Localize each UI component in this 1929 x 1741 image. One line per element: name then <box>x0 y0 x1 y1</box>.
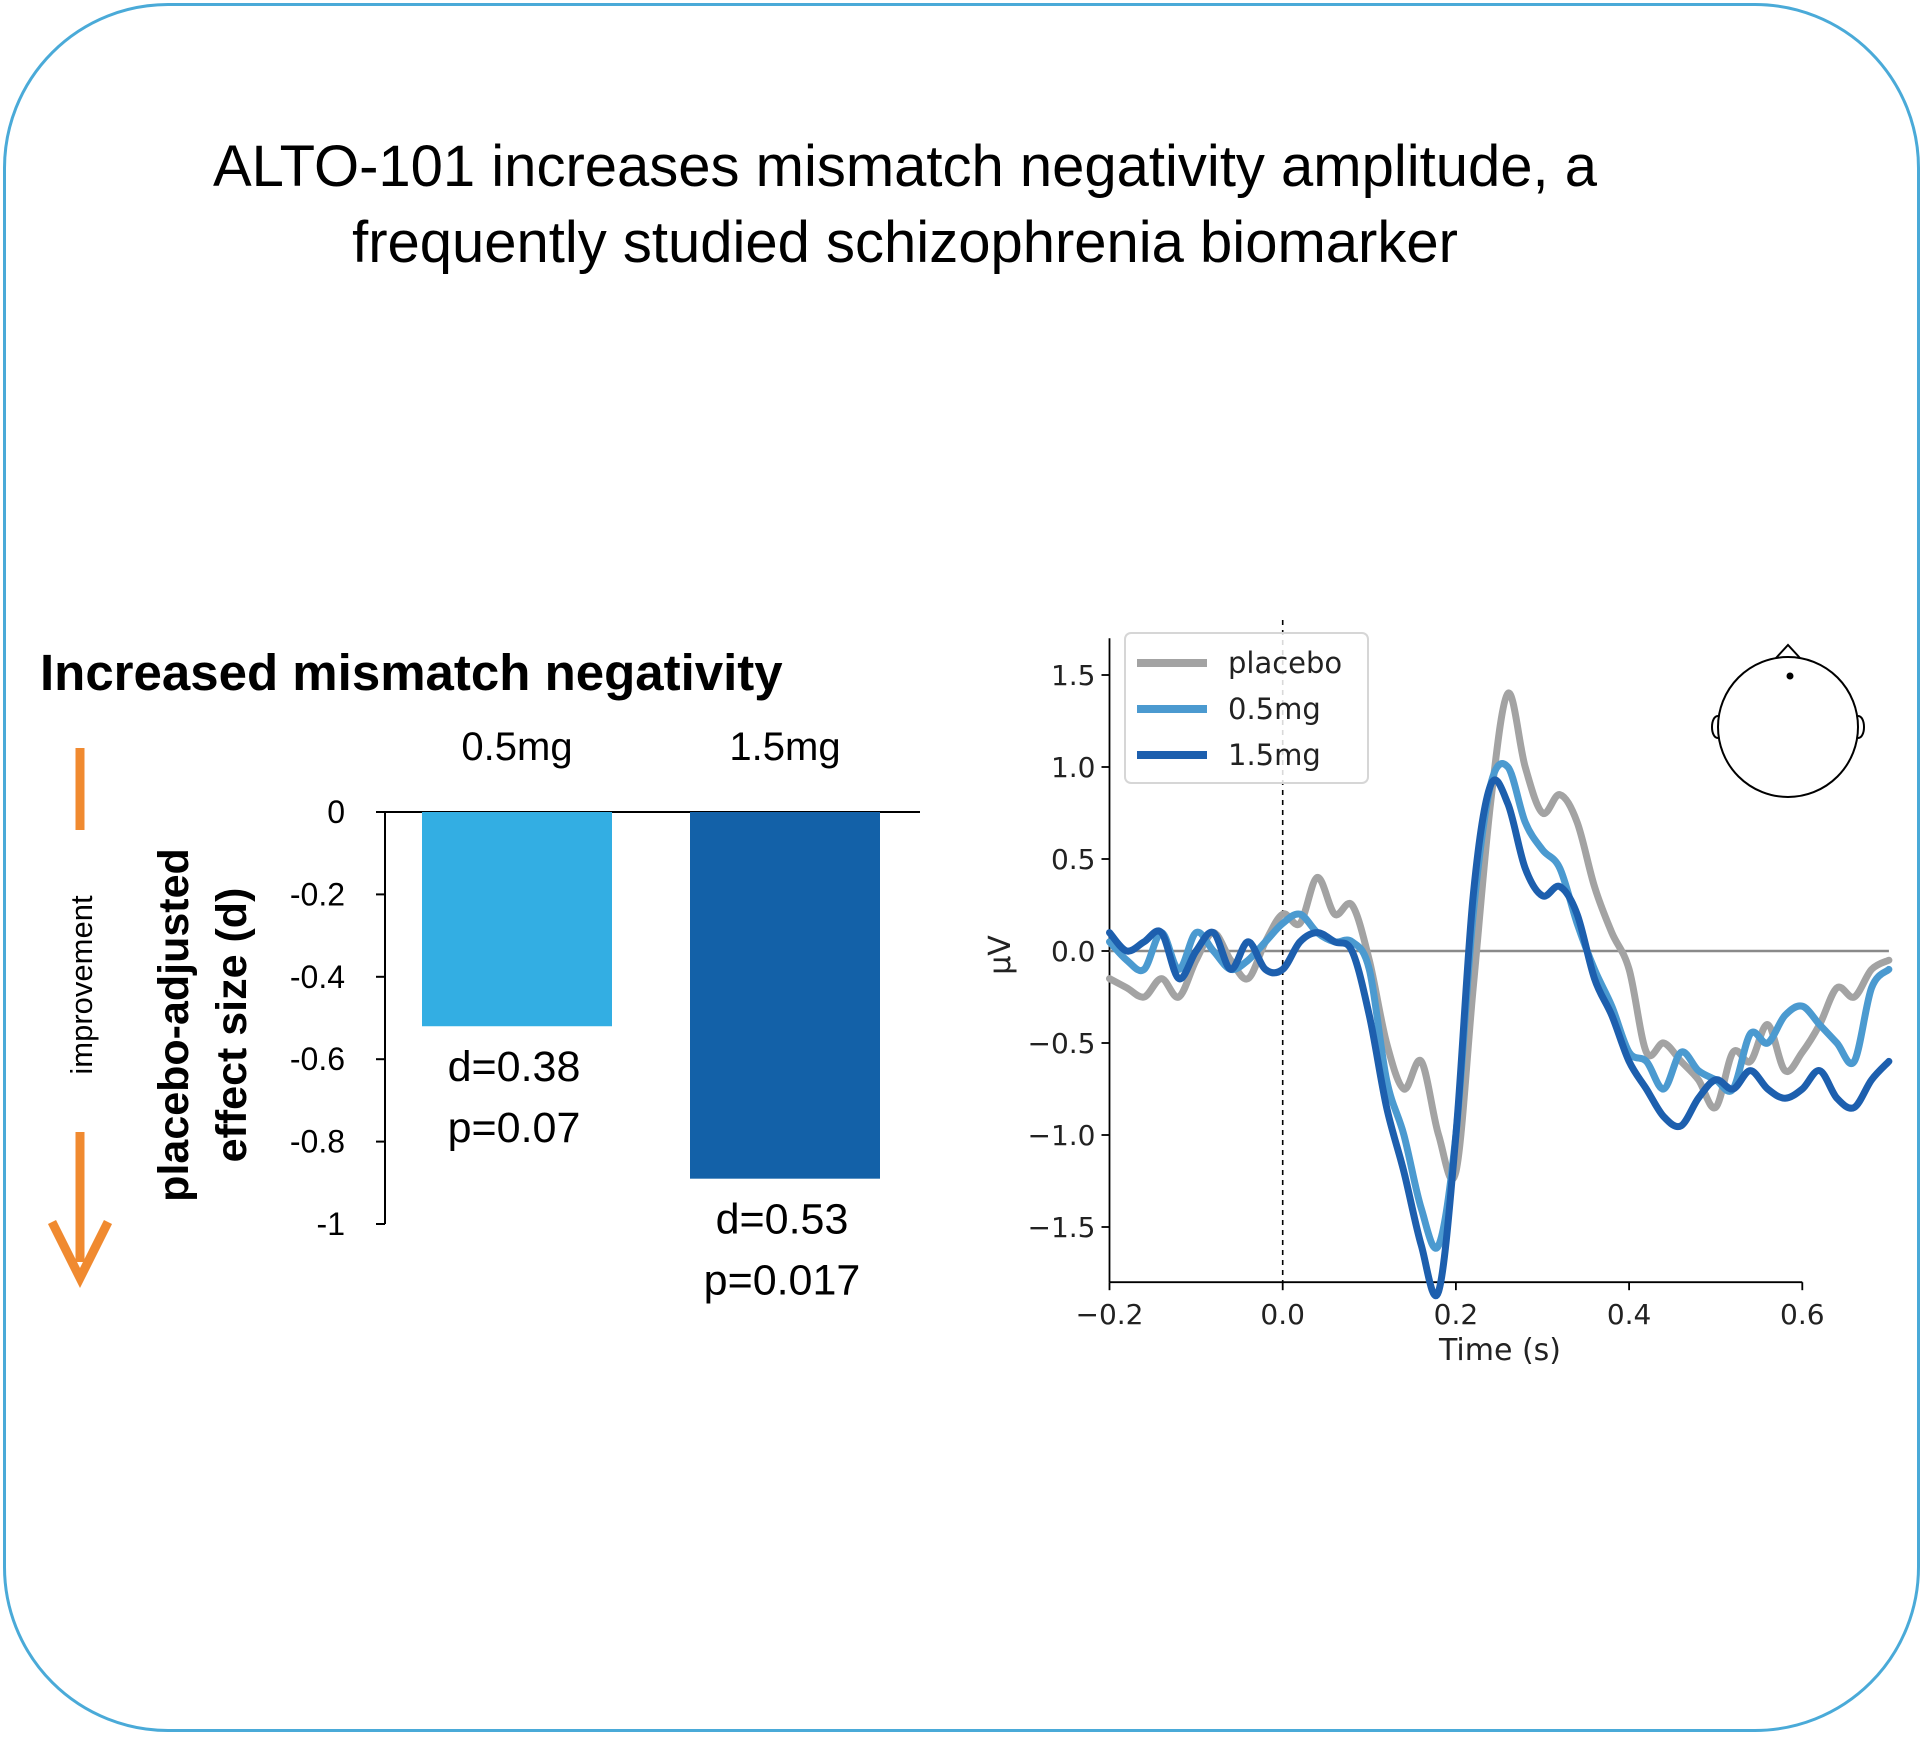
bar-1.5mg <box>690 812 880 1179</box>
bar-y-tick-label: -0.6 <box>290 1041 345 1077</box>
bar-chart-title: Increased mismatch negativity <box>40 644 783 701</box>
bar-series <box>422 812 880 1179</box>
bar-chart: Increased mismatch negativity improvemen… <box>40 644 920 1305</box>
erp-series <box>1106 689 1893 1300</box>
bar-p-value-label: p=0.017 <box>704 1257 861 1305</box>
bar-y-tick-label: 0 <box>327 794 345 830</box>
legend-label-1.5mg: 1.5mg <box>1228 738 1321 772</box>
erp-x-tick-label: 0.0 <box>1260 1298 1305 1331</box>
arrow-down-icon <box>47 1219 113 1289</box>
bar-ylabel-line-2: effect size (d) <box>208 888 256 1163</box>
erp-line-1.5mg <box>1106 776 1893 1300</box>
erp-x-tick-label: 0.6 <box>1780 1298 1825 1331</box>
improvement-arrow: improvement <box>47 748 113 1289</box>
page-title-line-1: ALTO-101 increases mismatch negativity a… <box>212 134 1598 199</box>
erp-y-tick-label: 1.5 <box>1051 659 1096 692</box>
bar-y-tick-label: -0.8 <box>290 1124 345 1160</box>
bar-axes: 0 -0.2 -0.4 -0.6 -0.8 -1 <box>290 794 920 1242</box>
legend-box <box>1124 632 1369 784</box>
bar-category-label: 1.5mg <box>729 725 840 769</box>
erp-x-tick-label: 0.4 <box>1607 1298 1652 1331</box>
erp-line-placebo <box>1106 689 1893 1183</box>
bar-effect-size-label: d=0.53 <box>716 1196 849 1244</box>
erp-y-axis-label: µV <box>983 935 1018 975</box>
bar-0.5mg <box>422 812 612 1027</box>
rounded-frame <box>3 3 1920 1732</box>
bar-category-label: 0.5mg <box>461 725 572 769</box>
bar-annotations: 0.5mg d=0.38 p=0.07 1.5mg d=0.53 p=0.017 <box>448 725 861 1305</box>
legend-label-placebo: placebo <box>1228 646 1342 680</box>
legend-items: placebo 0.5mg 1.5mg <box>1137 646 1342 772</box>
bar-y-tick-label: -1 <box>317 1206 345 1242</box>
erp-x-tick-label: 0.2 <box>1434 1298 1479 1331</box>
legend-label-0.5mg: 0.5mg <box>1228 692 1321 726</box>
erp-y-tick-label: 1.0 <box>1051 751 1096 784</box>
legend: placebo 0.5mg 1.5mg <box>1124 632 1369 784</box>
erp-y-tick-label: −1.5 <box>1028 1211 1096 1244</box>
bar-y-tick-label: -0.2 <box>290 876 345 912</box>
erp-x-axis-label: Time (s) <box>1438 1333 1561 1368</box>
erp-line-chart: 1.5 1.0 0.5 0.0 −0.5 −1.0 −1.5 −0.2 0.0 0.2 0.4 0.6… <box>983 620 1893 1368</box>
erp-y-tick-label: −0.5 <box>1028 1027 1096 1060</box>
bar-y-tick-label: -0.4 <box>290 959 345 995</box>
erp-y-tick-label: −1.0 <box>1028 1119 1096 1152</box>
erp-y-tick-label: 0.5 <box>1051 843 1096 876</box>
improvement-label: improvement <box>64 895 99 1075</box>
bar-p-value-label: p=0.07 <box>448 1104 581 1152</box>
erp-axes: 1.5 1.0 0.5 0.0 −0.5 −1.0 −1.5 −0.2 0.0 0.2 0.4 0.6… <box>983 620 1889 1368</box>
page-title-line-2: frequently studied schizophrenia biomark… <box>352 210 1458 275</box>
erp-y-tick-label: 0.0 <box>1051 935 1096 968</box>
erp-x-tick-label: −0.2 <box>1076 1298 1144 1331</box>
bar-effect-size-label: d=0.38 <box>448 1043 581 1091</box>
erp-line-0.5mg <box>1106 760 1893 1252</box>
head-topomap-icon <box>1711 643 1865 798</box>
electrode-dot <box>1786 672 1794 680</box>
bar-ylabel-line-1: placebo-adjusted <box>150 848 198 1202</box>
